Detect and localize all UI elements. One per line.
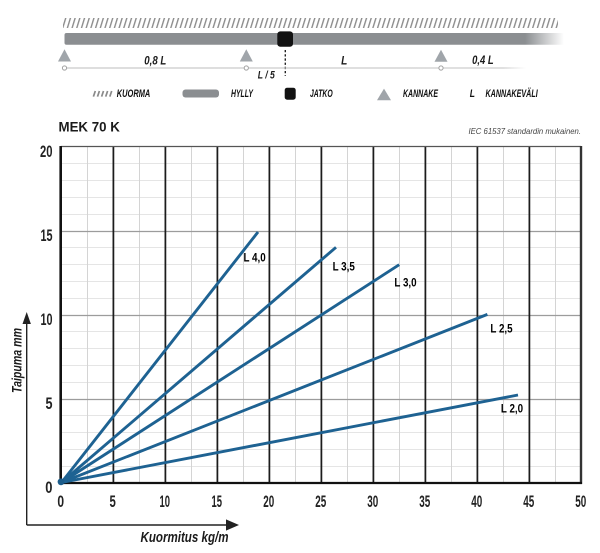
svg-text:Taipuma mm: Taipuma mm — [9, 328, 25, 393]
svg-text:40: 40 — [471, 493, 482, 511]
svg-text:L / 5: L / 5 — [258, 70, 276, 82]
svg-text:50: 50 — [575, 493, 586, 511]
svg-text:L 2,5: L 2,5 — [490, 322, 512, 336]
svg-text:5: 5 — [110, 493, 116, 511]
svg-text:KANNAKEVÄLI: KANNAKEVÄLI — [486, 87, 539, 100]
svg-text:JATKO: JATKO — [310, 88, 333, 100]
svg-text:L 3,0: L 3,0 — [394, 276, 416, 290]
svg-text:10: 10 — [41, 311, 53, 329]
svg-text:0: 0 — [57, 493, 64, 511]
svg-text:30: 30 — [367, 493, 378, 511]
svg-text:20: 20 — [263, 493, 274, 511]
svg-text:35: 35 — [419, 493, 430, 511]
svg-text:15: 15 — [41, 227, 53, 245]
svg-text:0,4 L: 0,4 L — [472, 53, 494, 67]
svg-text:MEK 70 K: MEK 70 K — [59, 119, 121, 134]
svg-text:L 3,5: L 3,5 — [333, 260, 355, 274]
svg-text:L 4,0: L 4,0 — [244, 251, 266, 265]
svg-text:HYLLY: HYLLY — [231, 88, 254, 100]
svg-text:10: 10 — [159, 493, 170, 511]
svg-text:15: 15 — [211, 493, 222, 511]
svg-text:5: 5 — [46, 395, 53, 413]
svg-text:KUORMA: KUORMA — [117, 88, 151, 100]
svg-text:0,8 L: 0,8 L — [144, 53, 166, 67]
svg-text:L: L — [470, 88, 475, 100]
svg-text:45: 45 — [523, 493, 534, 511]
svg-text:KANNAKE: KANNAKE — [403, 88, 439, 100]
svg-text:0: 0 — [45, 479, 52, 497]
svg-text:20: 20 — [40, 143, 53, 161]
svg-text:Kuormitus kg/m: Kuormitus kg/m — [141, 530, 229, 546]
svg-text:IEC 61537 standardin mukainen.: IEC 61537 standardin mukainen. — [469, 126, 582, 136]
svg-text:L 2,0: L 2,0 — [501, 401, 523, 415]
svg-text:L: L — [341, 54, 347, 68]
svg-text:25: 25 — [315, 493, 326, 511]
